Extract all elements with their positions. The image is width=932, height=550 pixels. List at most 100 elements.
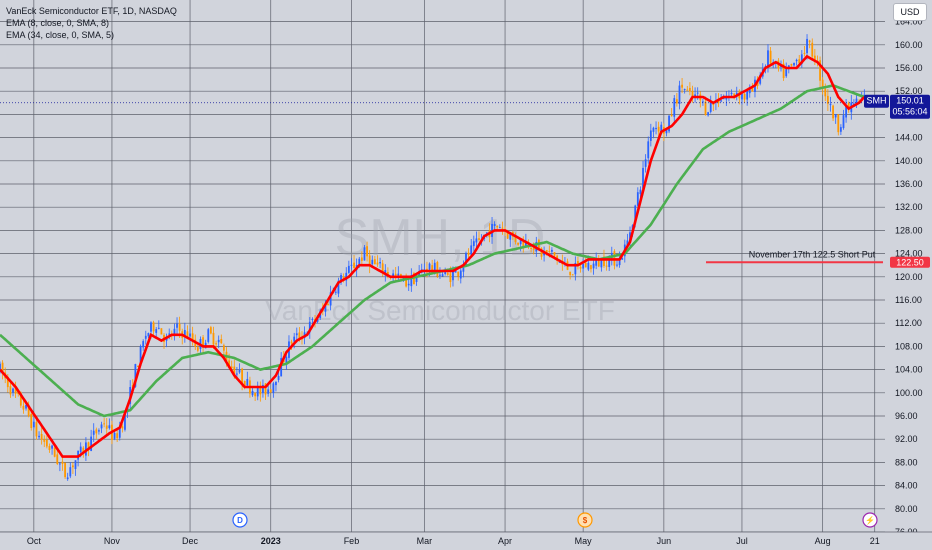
candle <box>657 121 660 138</box>
candle <box>748 84 751 98</box>
candle <box>275 381 277 392</box>
candle <box>709 95 712 114</box>
candle <box>66 472 69 481</box>
candle <box>259 381 262 402</box>
x-tick-label: Jun <box>657 536 672 546</box>
candle <box>691 85 694 103</box>
short-put-annotation[interactable]: November 17th 122.5 Short Put <box>706 249 883 264</box>
candle <box>105 418 108 437</box>
candle <box>551 247 553 256</box>
candle <box>32 417 35 429</box>
candle <box>592 260 595 275</box>
candle <box>35 419 38 440</box>
price-tags: 122.50 SMH 150.01 05:56:04 <box>864 94 930 268</box>
candle <box>71 462 74 474</box>
candle <box>457 271 460 281</box>
earnings-marker[interactable]: $ <box>577 512 593 528</box>
candle <box>577 256 579 270</box>
candle <box>467 248 470 259</box>
candle <box>803 46 806 57</box>
candle <box>183 322 186 343</box>
candle <box>459 267 462 284</box>
candle <box>176 317 178 336</box>
candle <box>14 381 17 399</box>
candle <box>769 46 772 66</box>
legend-ema-slow[interactable]: EMA (34, close, 0, SMA, 5) <box>6 30 115 40</box>
earnings-marker-label: $ <box>583 516 588 525</box>
currency-button[interactable]: USD <box>893 3 927 21</box>
candle <box>410 268 413 292</box>
symbol-tag-label: SMH <box>867 96 887 106</box>
candle <box>517 242 519 247</box>
candle <box>157 320 160 330</box>
x-tick-label: Apr <box>498 536 512 546</box>
candle <box>77 450 80 467</box>
candle <box>821 77 824 95</box>
y-tick-label: 164.00 <box>895 17 923 27</box>
candle <box>673 95 676 125</box>
candle <box>209 325 212 335</box>
candle <box>121 424 124 433</box>
candle <box>668 115 670 134</box>
candle <box>58 462 61 472</box>
candle <box>683 88 686 94</box>
put-price-label: 122.50 <box>896 257 924 267</box>
x-tick-label: Feb <box>344 536 360 546</box>
candle <box>191 326 194 346</box>
candle <box>509 232 512 247</box>
candle <box>350 258 353 270</box>
candle <box>790 63 793 67</box>
candle <box>1 360 4 380</box>
candle <box>217 335 220 349</box>
candle <box>811 38 814 61</box>
legend-ema-fast[interactable]: EMA (8, close, 0, SMA, 8) <box>6 18 110 28</box>
ema-slow-line <box>0 84 865 418</box>
time-axis[interactable]: Oct Nov Dec 2023 Feb Mar Apr May Jun Jul Aug 21 <box>0 531 932 550</box>
candle <box>837 114 840 136</box>
candle <box>746 90 749 106</box>
candle <box>100 421 103 434</box>
candle <box>436 260 439 278</box>
candle <box>707 111 710 117</box>
candle <box>173 323 176 341</box>
candle <box>472 235 475 254</box>
split-marker[interactable]: ⚡ <box>862 512 878 528</box>
candle <box>530 246 532 253</box>
candle <box>649 123 652 147</box>
candle <box>376 255 379 267</box>
candle <box>636 187 639 208</box>
candle <box>652 126 655 139</box>
watermark-symbol: SMH, 1D <box>335 209 546 267</box>
y-tick-label: 120.00 <box>895 272 923 282</box>
time-axis-bg <box>0 532 932 550</box>
candle <box>595 252 598 270</box>
candle <box>155 327 158 338</box>
candle <box>95 427 98 439</box>
candle <box>238 363 241 374</box>
candle <box>725 91 728 106</box>
price-axis[interactable]: 76.0080.0084.0088.0092.0096.00100.00104.… <box>888 0 932 550</box>
candle <box>694 87 696 103</box>
y-tick-label: 104.00 <box>895 365 923 375</box>
candle <box>782 59 785 81</box>
candle <box>597 255 600 268</box>
candle <box>514 232 517 245</box>
y-tick-label: 124.00 <box>895 249 923 259</box>
candle <box>293 332 296 349</box>
short-put-text: November 17th 122.5 Short Put <box>749 249 876 259</box>
candle <box>439 267 441 280</box>
candle <box>394 267 397 283</box>
candle <box>571 274 574 276</box>
candle <box>51 444 53 455</box>
bar-countdown-label: 05:56:04 <box>892 107 927 117</box>
candle <box>69 462 72 479</box>
candle <box>340 272 342 285</box>
candle <box>590 264 592 273</box>
dividend-marker[interactable]: D <box>232 512 248 528</box>
candle <box>25 404 27 411</box>
legend-symbol[interactable]: VanEck Semiconductor ETF, 1D, NASDAQ <box>6 6 177 16</box>
candle <box>644 154 647 173</box>
candle <box>40 427 43 445</box>
candle <box>743 92 746 103</box>
